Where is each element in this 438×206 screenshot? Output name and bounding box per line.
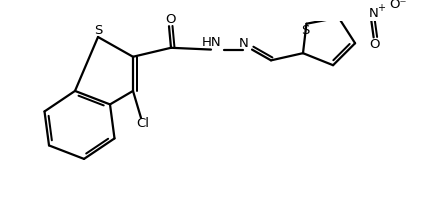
Text: S: S: [301, 23, 310, 36]
Text: S: S: [94, 24, 102, 37]
Text: HN: HN: [202, 36, 222, 49]
Text: O⁻: O⁻: [389, 0, 406, 11]
Text: O: O: [369, 38, 380, 51]
Text: N: N: [369, 7, 378, 20]
Text: N: N: [239, 37, 249, 50]
Text: O: O: [166, 13, 176, 26]
Text: +: +: [377, 3, 385, 13]
Text: Cl: Cl: [137, 117, 149, 130]
